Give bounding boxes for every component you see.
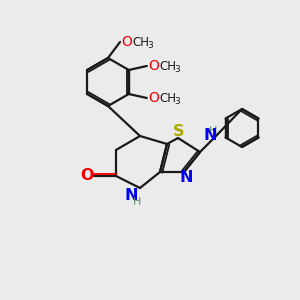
Text: 3: 3 <box>174 64 180 74</box>
Text: H: H <box>209 126 217 136</box>
Text: 3: 3 <box>147 40 153 50</box>
Text: O: O <box>122 35 132 49</box>
Text: S: S <box>173 124 185 140</box>
Text: N: N <box>203 128 217 143</box>
Text: CH: CH <box>133 35 149 49</box>
Text: N: N <box>124 188 138 202</box>
Text: O: O <box>148 59 159 73</box>
Text: 3: 3 <box>174 97 180 106</box>
Text: H: H <box>133 197 141 207</box>
Text: CH: CH <box>159 59 176 73</box>
Text: CH: CH <box>159 92 176 104</box>
Text: O: O <box>80 167 94 182</box>
Text: O: O <box>148 91 159 105</box>
Text: N: N <box>179 170 193 185</box>
